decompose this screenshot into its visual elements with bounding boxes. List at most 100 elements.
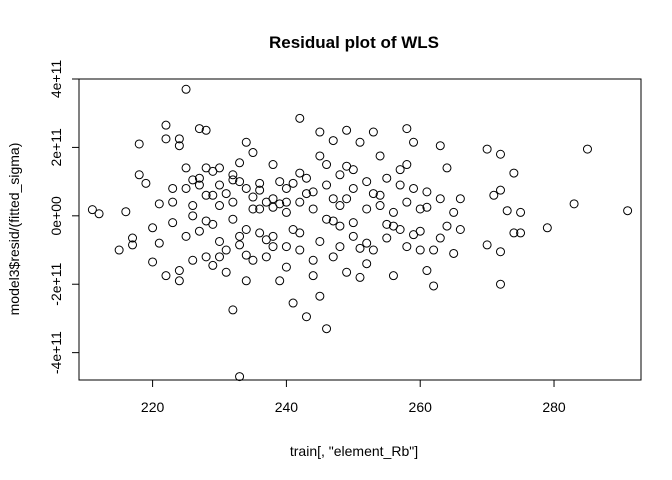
data-point: [388, 271, 398, 281]
data-point: [154, 238, 164, 248]
data-point: [328, 216, 338, 226]
data-point: [502, 206, 512, 216]
data-point: [268, 160, 278, 170]
data-point: [322, 324, 332, 334]
data-point: [496, 149, 505, 159]
data-point: [194, 124, 204, 134]
data-point: [215, 163, 224, 173]
data-point: [208, 260, 218, 270]
data-point: [348, 183, 358, 193]
data-point: [362, 238, 372, 248]
data-point: [489, 190, 499, 200]
data-point: [509, 168, 519, 178]
data-point: [128, 233, 138, 243]
data-point: [342, 125, 352, 135]
data-point: [435, 194, 445, 204]
data-point: [215, 252, 224, 262]
x-tick-label: 280: [542, 399, 566, 415]
data-point: [409, 137, 419, 147]
data-point: [301, 312, 311, 322]
data-point: [569, 199, 579, 209]
data-point: [215, 180, 224, 190]
data-point: [455, 225, 465, 234]
data-point: [134, 170, 144, 180]
data-point: [322, 160, 332, 170]
data-point: [335, 221, 345, 231]
data-point: [148, 223, 158, 233]
plot-frame: [78, 78, 642, 381]
x-tick-label: 220: [141, 399, 165, 415]
data-point: [194, 173, 204, 183]
data-point: [315, 151, 325, 161]
data-point: [409, 183, 419, 193]
data-point: [355, 272, 365, 282]
data-point: [301, 189, 311, 199]
data-point: [275, 177, 285, 187]
data-point: [322, 180, 332, 190]
data-point: [435, 141, 445, 151]
data-point: [235, 240, 245, 250]
data-point: [221, 189, 231, 199]
data-point: [228, 175, 238, 185]
data-point: [235, 158, 245, 168]
data-point: [215, 236, 224, 246]
y-tick-label: 2e+11: [48, 128, 64, 166]
data-point: [241, 183, 251, 193]
data-point: [255, 204, 265, 214]
data-point: [174, 141, 184, 151]
data-point: [422, 202, 432, 212]
data-point: [395, 165, 405, 175]
data-point: [174, 276, 184, 286]
data-point: [228, 214, 238, 224]
data-point: [322, 214, 332, 224]
data-point: [335, 170, 345, 180]
data-point: [328, 194, 338, 204]
data-point: [268, 202, 278, 212]
data-point: [188, 211, 198, 221]
x-tick-label: 240: [275, 399, 299, 415]
data-point: [422, 187, 432, 197]
data-point: [362, 204, 372, 214]
data-point: [455, 194, 465, 204]
data-point: [315, 291, 325, 301]
data-point: [228, 170, 238, 180]
data-point: [328, 136, 338, 146]
data-point: [362, 259, 372, 269]
data-point: [435, 233, 445, 243]
data-point: [482, 240, 492, 250]
y-axis: -4e+11 -2e+11 0e+00 2e+11 4e+11: [48, 60, 79, 374]
data-point: [402, 197, 412, 207]
y-axis-label: model3$resid/(fitted_sigma): [6, 143, 22, 316]
data-point: [362, 177, 372, 187]
data-point: [174, 266, 184, 276]
data-point: [342, 194, 352, 204]
data-point: [248, 148, 258, 158]
data-point: [442, 163, 452, 173]
data-point: [288, 298, 298, 308]
data-point: [228, 197, 238, 207]
data-point: [402, 124, 412, 134]
data-point: [174, 134, 184, 144]
data-point: [342, 267, 352, 277]
y-tick-label: -4e+11: [48, 331, 64, 374]
data-point: [542, 223, 552, 233]
data-point: [94, 209, 104, 219]
data-point: [201, 190, 211, 200]
data-point: [415, 204, 425, 214]
data-point: [288, 178, 298, 188]
data-point: [194, 226, 204, 236]
y-tick-label: 4e+11: [48, 60, 64, 98]
data-points: [87, 84, 633, 382]
data-point: [382, 219, 392, 229]
data-point: [516, 207, 526, 217]
data-point: [114, 245, 124, 255]
data-point: [402, 160, 412, 170]
data-point: [281, 262, 291, 272]
data-point: [355, 137, 365, 147]
data-point: [255, 185, 265, 195]
data-point: [261, 235, 271, 245]
data-point: [268, 242, 278, 252]
data-point: [415, 245, 425, 255]
data-point: [241, 276, 251, 286]
data-point: [255, 228, 265, 238]
